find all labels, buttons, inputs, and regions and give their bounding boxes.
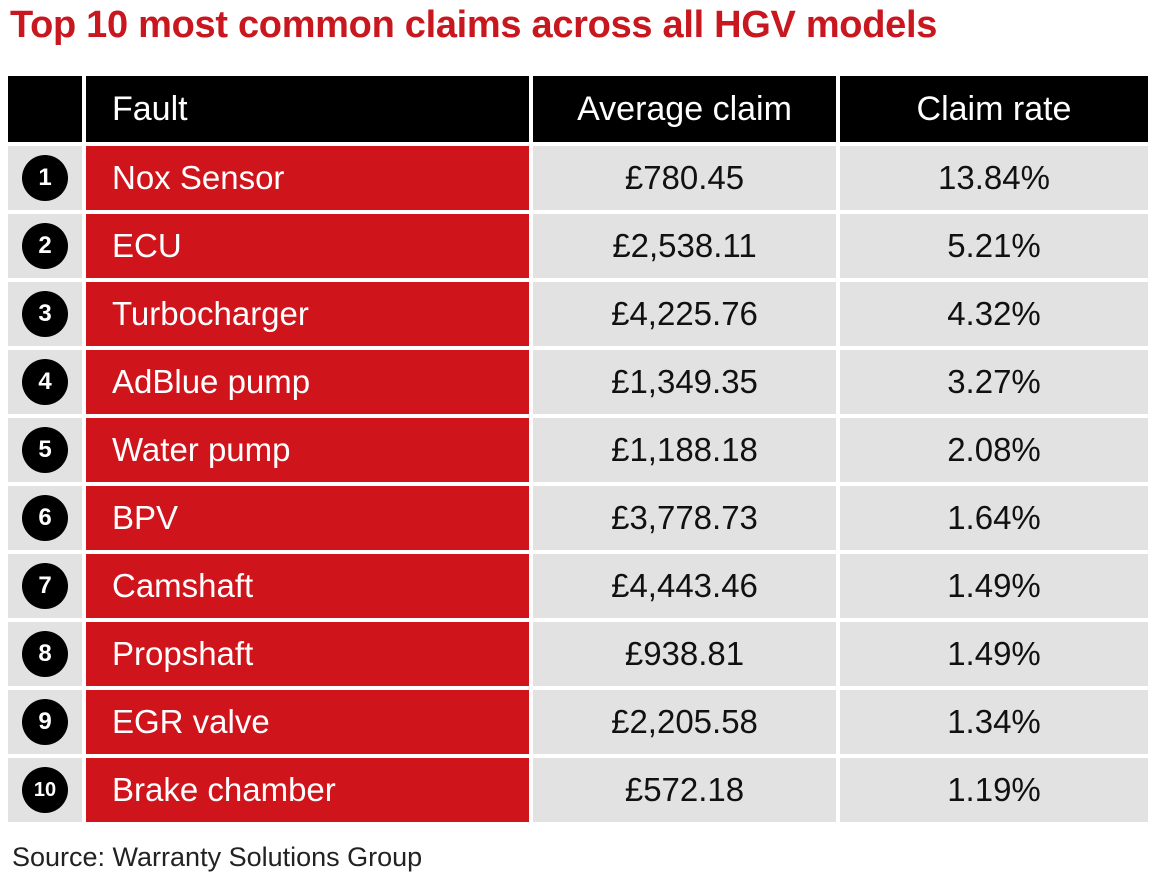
table-body: 1 Nox Sensor £780.45 13.84% 2 ECU £2,538.11 5.2… [8,146,1148,822]
header-claim-rate: Claim rate [836,76,1148,142]
average-claim-cell: £1,188.18 [529,418,836,482]
fault-cell: AdBlue pump [82,350,529,414]
table-row: 1 Nox Sensor £780.45 13.84% [8,146,1148,210]
rank-badge: 10 [22,767,68,813]
average-claim-cell: £4,225.76 [529,282,836,346]
fault-cell: Propshaft [82,622,529,686]
average-claim-cell: £4,443.46 [529,554,836,618]
header-rank [8,76,82,142]
table-row: 4 AdBlue pump £1,349.35 3.27% [8,350,1148,414]
rank-badge: 9 [22,699,68,745]
fault-cell: EGR valve [82,690,529,754]
rank-cell: 2 [8,214,82,278]
fault-cell: BPV [82,486,529,550]
header-fault: Fault [82,76,529,142]
average-claim-cell: £3,778.73 [529,486,836,550]
claims-table: Fault Average claim Claim rate 1 Nox Sens… [8,72,1148,826]
table-row: 6 BPV £3,778.73 1.64% [8,486,1148,550]
rank-cell: 10 [8,758,82,822]
rank-badge: 2 [22,223,68,269]
fault-cell: Brake chamber [82,758,529,822]
average-claim-cell: £1,349.35 [529,350,836,414]
table-row: 5 Water pump £1,188.18 2.08% [8,418,1148,482]
average-claim-cell: £938.81 [529,622,836,686]
claim-rate-cell: 1.19% [836,758,1148,822]
average-claim-cell: £572.18 [529,758,836,822]
header-average-claim: Average claim [529,76,836,142]
average-claim-cell: £2,205.58 [529,690,836,754]
average-claim-cell: £2,538.11 [529,214,836,278]
claim-rate-cell: 2.08% [836,418,1148,482]
rank-badge: 6 [22,495,68,541]
table-row: 8 Propshaft £938.81 1.49% [8,622,1148,686]
rank-cell: 1 [8,146,82,210]
average-claim-cell: £780.45 [529,146,836,210]
fault-cell: Camshaft [82,554,529,618]
rank-badge: 3 [22,291,68,337]
source-note: Source: Warranty Solutions Group [12,842,423,872]
rank-badge: 5 [22,427,68,473]
claim-rate-cell: 1.49% [836,622,1148,686]
claim-rate-cell: 4.32% [836,282,1148,346]
table-row: 7 Camshaft £4,443.46 1.49% [8,554,1148,618]
rank-badge: 4 [22,359,68,405]
fault-cell: ECU [82,214,529,278]
fault-cell: Nox Sensor [82,146,529,210]
rank-cell: 5 [8,418,82,482]
rank-cell: 8 [8,622,82,686]
claim-rate-cell: 1.49% [836,554,1148,618]
rank-badge: 7 [22,563,68,609]
page-title: Top 10 most common claims across all HGV… [10,4,938,46]
table-header-row: Fault Average claim Claim rate [8,76,1148,142]
fault-cell: Water pump [82,418,529,482]
claim-rate-cell: 1.64% [836,486,1148,550]
claim-rate-cell: 1.34% [836,690,1148,754]
claim-rate-cell: 13.84% [836,146,1148,210]
table-row: 3 Turbocharger £4,225.76 4.32% [8,282,1148,346]
table-row: 2 ECU £2,538.11 5.21% [8,214,1148,278]
fault-cell: Turbocharger [82,282,529,346]
claim-rate-cell: 5.21% [836,214,1148,278]
rank-cell: 4 [8,350,82,414]
rank-cell: 6 [8,486,82,550]
rank-cell: 3 [8,282,82,346]
rank-badge: 8 [22,631,68,677]
rank-cell: 9 [8,690,82,754]
rank-badge: 1 [22,155,68,201]
table-row: 9 EGR valve £2,205.58 1.34% [8,690,1148,754]
claim-rate-cell: 3.27% [836,350,1148,414]
table-row: 10 Brake chamber £572.18 1.19% [8,758,1148,822]
rank-cell: 7 [8,554,82,618]
